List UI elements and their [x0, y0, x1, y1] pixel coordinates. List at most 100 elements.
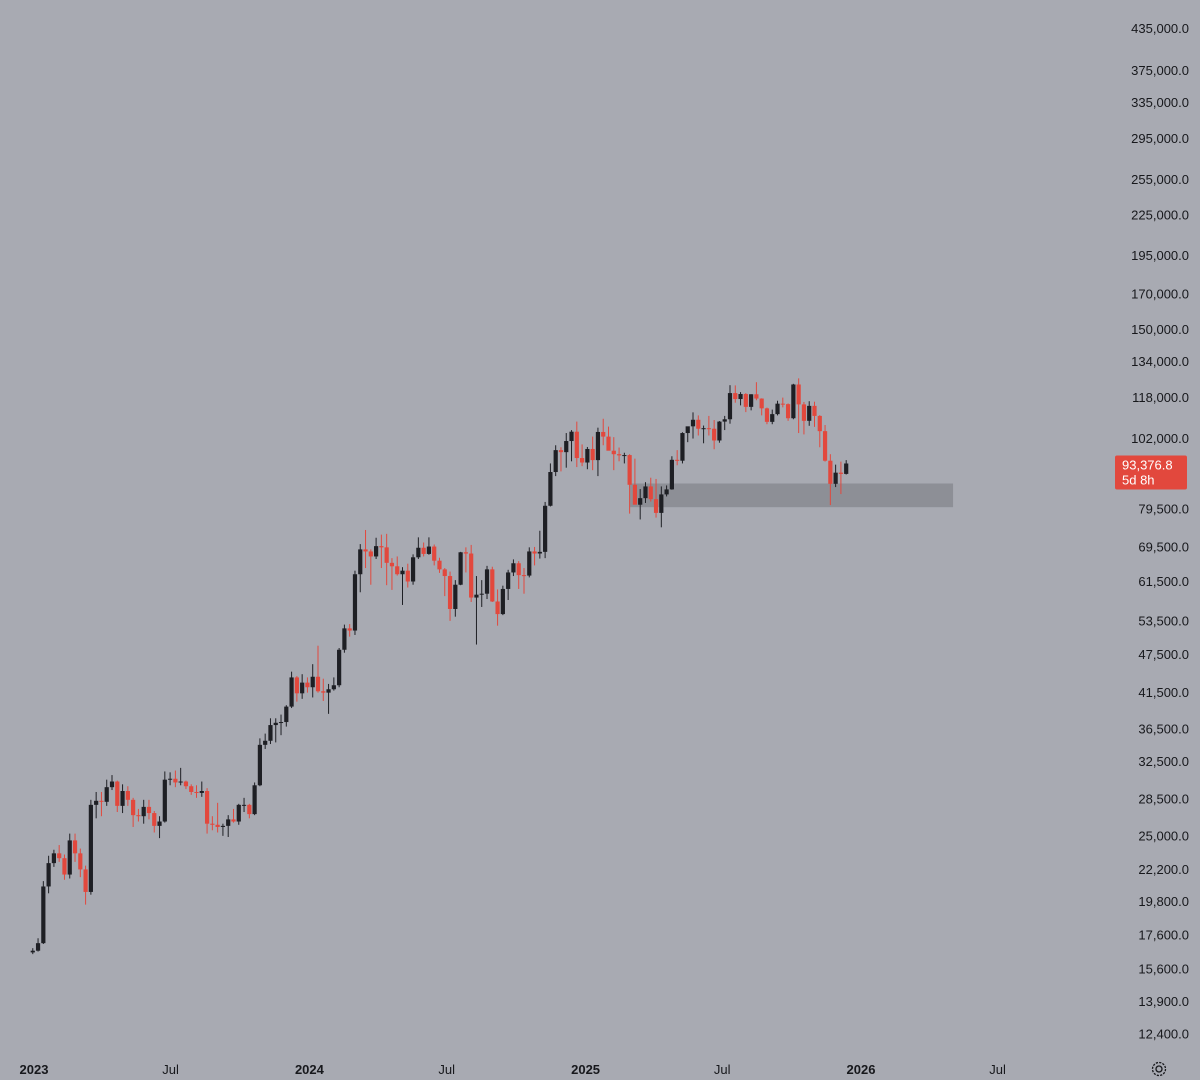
- candle-down: [817, 415, 822, 448]
- candle-body: [696, 419, 701, 429]
- candle-up: [300, 674, 305, 699]
- candle-body: [326, 689, 331, 693]
- candle-body: [701, 428, 706, 430]
- candle-body: [606, 436, 611, 451]
- candle-body: [395, 566, 400, 575]
- candle-down: [627, 454, 632, 514]
- candle-down: [558, 447, 564, 472]
- candle-body: [136, 815, 141, 817]
- candle-body: [215, 824, 220, 827]
- candle-down: [215, 802, 220, 833]
- candle-body: [506, 572, 511, 589]
- candle-body: [754, 394, 759, 399]
- price-tick-label: 195,000.0: [1131, 248, 1189, 263]
- candle-body: [616, 454, 622, 456]
- candle-up: [157, 816, 162, 839]
- candle-body: [611, 450, 616, 455]
- candle-down: [463, 547, 468, 573]
- candle-down: [152, 810, 157, 833]
- time-axis[interactable]: 2023 Jul 2024 Jul 2025 Jul 2026 Jul: [20, 1062, 1006, 1077]
- gear-icon[interactable]: [1151, 1061, 1167, 1077]
- candle-body: [828, 460, 833, 484]
- candle-up: [373, 537, 379, 559]
- price-tick-label: 15,600.0: [1138, 962, 1189, 977]
- candle-body: [373, 546, 379, 557]
- candle-up: [141, 799, 146, 824]
- candle-down: [590, 436, 595, 471]
- candle-up: [669, 456, 674, 490]
- candle-body: [30, 950, 35, 953]
- candle-up: [352, 570, 358, 635]
- candle-down: [469, 544, 474, 602]
- candle-up: [46, 855, 51, 894]
- time-tick-month-label: Jul: [162, 1062, 179, 1077]
- candle-down: [210, 816, 215, 831]
- candle-body: [199, 791, 204, 793]
- candle-up: [30, 948, 35, 955]
- price-axis[interactable]: 435,000.0 375,000.0 335,000.0 295,000.0 255,…: [1131, 21, 1189, 1041]
- candle-body: [310, 676, 315, 688]
- candle-down: [632, 458, 638, 505]
- price-tick-label: 375,000.0: [1131, 63, 1189, 78]
- candle-body: [775, 403, 780, 415]
- price-tick-label: 41,500.0: [1138, 685, 1189, 700]
- last-price-value: 93,376.8: [1122, 457, 1173, 472]
- candle-body: [358, 549, 363, 575]
- candle-body: [801, 404, 807, 421]
- candle-body: [51, 853, 57, 864]
- candle-up: [833, 464, 838, 488]
- candle-body: [791, 384, 796, 419]
- candle-up: [622, 452, 627, 464]
- price-tick-label: 61,500.0: [1138, 574, 1189, 589]
- candle-up: [727, 385, 733, 424]
- price-tick-label: 32,500.0: [1138, 754, 1189, 769]
- candle-down: [437, 557, 442, 573]
- candle-body: [94, 800, 99, 805]
- candle-up: [458, 551, 463, 586]
- candle-up: [326, 683, 331, 714]
- candle-down: [315, 645, 321, 693]
- candle-body: [479, 593, 484, 595]
- price-tick-label: 28,500.0: [1138, 791, 1189, 806]
- time-tick-year-label: 2026: [847, 1062, 876, 1077]
- candle-down: [294, 676, 299, 702]
- candle-body: [88, 804, 93, 892]
- candle-down: [305, 677, 310, 693]
- candle-body: [278, 722, 284, 724]
- candle-up: [104, 779, 109, 806]
- time-tick-month-label: Jul: [438, 1062, 455, 1077]
- candle-up: [342, 624, 347, 653]
- candle-body: [442, 569, 447, 577]
- candle-body: [516, 563, 521, 576]
- price-tick-label: 102,000.0: [1131, 431, 1189, 446]
- candle-body: [72, 840, 78, 854]
- candle-down: [733, 385, 738, 403]
- candle-up: [426, 537, 432, 555]
- candle-body: [669, 459, 674, 490]
- candle-up: [511, 559, 516, 577]
- candle-down: [321, 678, 326, 701]
- candles-layer: [30, 378, 849, 955]
- candle-body: [294, 677, 299, 694]
- candle-up: [537, 530, 542, 559]
- candle-down: [785, 403, 791, 421]
- price-tick-label: 150,000.0: [1131, 322, 1189, 337]
- candle-body: [210, 823, 215, 825]
- candle-up: [749, 394, 754, 411]
- candle-down: [516, 561, 521, 589]
- candle-down: [389, 558, 395, 590]
- candle-up: [553, 445, 558, 477]
- candle-body: [337, 649, 342, 686]
- candle-body: [664, 489, 669, 495]
- candle-down: [72, 833, 78, 862]
- candle-up: [41, 881, 46, 945]
- candle-body: [273, 722, 278, 726]
- support-zone[interactable]: [630, 483, 954, 508]
- candle-down: [696, 415, 701, 436]
- candle-down: [780, 397, 785, 408]
- candle-up: [178, 767, 183, 786]
- candle-up: [722, 415, 727, 431]
- candle-down: [379, 534, 384, 569]
